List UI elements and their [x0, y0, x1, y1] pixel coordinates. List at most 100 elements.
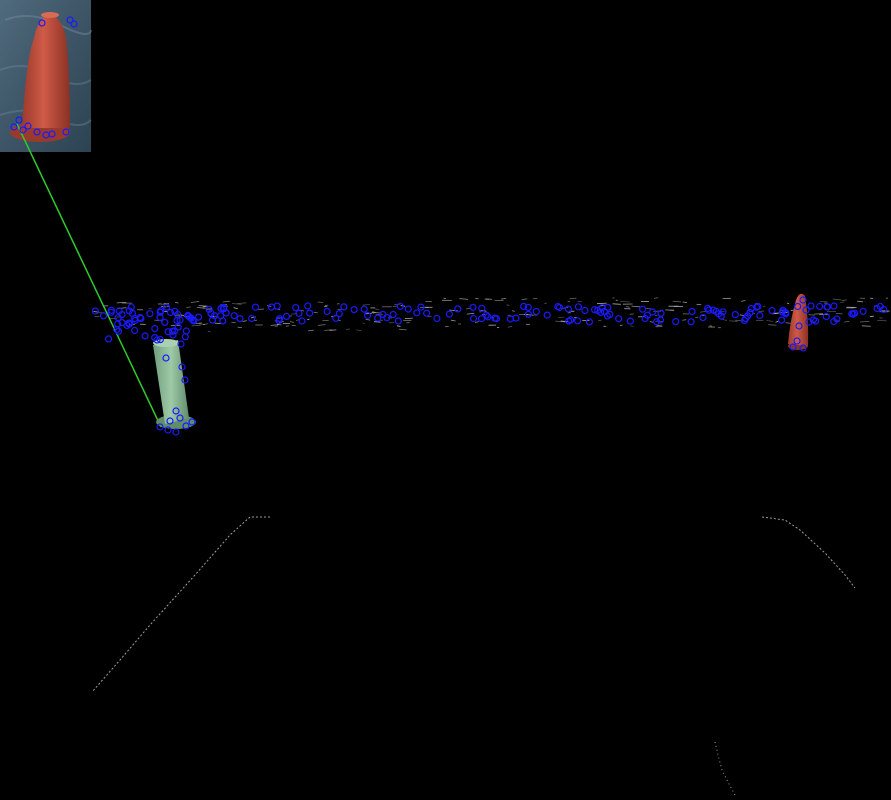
keypoint-marker: [104, 335, 113, 343]
keypoint-marker: [705, 306, 713, 314]
edge-fragment: [375, 313, 383, 316]
edge-fragment: [840, 301, 845, 303]
keypoint-marker: [332, 314, 340, 322]
keypoint-marker: [795, 322, 803, 330]
keypoint-marker: [778, 308, 787, 316]
keypoint-marker: [604, 303, 612, 311]
keypoint-marker: [482, 311, 490, 319]
keypoint-marker: [208, 316, 217, 324]
keypoint-marker: [687, 318, 695, 326]
keypoint-marker: [573, 317, 582, 325]
keypoint-marker: [672, 318, 680, 326]
match-line: [16, 123, 162, 428]
edge-fragment: [277, 323, 282, 326]
edge-fragment: [500, 298, 507, 300]
edge-fragment: [741, 300, 746, 302]
edge-fragment: [289, 321, 294, 323]
keypoint-marker: [574, 303, 583, 311]
keypoint-marker: [151, 325, 159, 333]
keypoint-marker: [433, 314, 441, 323]
edge-fragment: [198, 305, 208, 307]
edge-fragment: [672, 300, 682, 303]
keypoint-marker: [141, 332, 149, 340]
edge-fragment: [861, 325, 871, 327]
keypoint-marker: [469, 303, 477, 311]
keypoint-marker: [585, 318, 594, 326]
keypoint-marker: [638, 305, 647, 313]
keypoint-marker: [811, 317, 820, 325]
edge-fragment: [307, 318, 310, 321]
edge-fragment: [324, 304, 328, 307]
keypoint-marker: [799, 296, 807, 304]
edge-fragment: [203, 323, 208, 325]
edge-fragment: [232, 303, 242, 305]
keypoint-marker: [657, 309, 665, 317]
keypoint-marker: [532, 307, 540, 316]
keypoint-marker: [648, 308, 657, 316]
keypoint-marker: [590, 306, 599, 314]
keypoint-marker: [91, 307, 100, 315]
edge-fragment: [186, 306, 191, 309]
keypoint-marker: [205, 305, 213, 313]
keypoint-marker: [740, 316, 749, 324]
keypoint-marker: [131, 326, 139, 335]
edge-fragment: [365, 319, 371, 321]
keypoint-marker: [267, 303, 275, 311]
edge-fragment: [558, 316, 565, 319]
edge-fragment: [832, 298, 842, 301]
edge-fragment: [612, 303, 621, 305]
edge-fragment: [841, 299, 847, 302]
keypoint-marker: [156, 423, 164, 431]
keypoint-marker: [172, 428, 180, 436]
keypoint-marker: [248, 314, 256, 323]
keypoint-marker: [756, 311, 764, 320]
keypoint-marker: [189, 316, 197, 324]
edge-fragment: [835, 313, 843, 315]
keypoint-marker: [275, 316, 283, 324]
edge-fragment: [859, 321, 870, 323]
keypoint-marker: [156, 336, 164, 344]
edge-fragment: [511, 310, 515, 312]
keypoint-marker: [404, 305, 412, 313]
keypoint-marker: [282, 312, 291, 320]
keypoint-marker: [273, 302, 281, 310]
keypoint-marker: [746, 309, 754, 317]
keypoint-marker: [363, 311, 372, 320]
edge-fragment: [857, 300, 864, 303]
keypoint-marker: [512, 314, 520, 322]
keypoint-marker: [188, 418, 196, 426]
keypoint-marker: [830, 302, 838, 310]
edge-fragment: [620, 300, 630, 303]
keypoint-marker: [182, 422, 190, 430]
keypoint-marker: [777, 316, 786, 324]
edge-fragment: [191, 324, 201, 327]
edge-lines: [91, 516, 856, 796]
edge-fragment: [205, 308, 213, 310]
keypoint-marker: [565, 317, 573, 325]
keypoint-marker: [454, 305, 462, 313]
keypoint-marker: [107, 306, 116, 314]
keypoint-marker: [717, 312, 725, 320]
keypoint-marker: [156, 308, 164, 316]
edge-fragment: [682, 301, 687, 303]
edge-fragment: [785, 322, 791, 324]
keypoint-marker: [822, 312, 830, 321]
keypoint-marker: [688, 307, 696, 316]
keypoint-marker: [802, 306, 810, 314]
keypoint-marker: [298, 317, 306, 325]
edge-fragment: [521, 298, 528, 300]
edge-fragment: [631, 305, 641, 308]
keypoint-marker: [445, 310, 453, 318]
edge-fragment: [116, 302, 127, 304]
keypoint-marker: [236, 315, 244, 323]
edge-fragment: [656, 324, 663, 327]
keypoint-marker: [389, 310, 397, 319]
keypoint-marker: [306, 309, 314, 317]
keypoint-marker: [99, 312, 108, 320]
keypoint-marker: [374, 314, 382, 322]
edge-fragment: [108, 317, 118, 320]
keypoint-marker: [752, 303, 761, 311]
keypoint-marker: [859, 307, 867, 315]
keypoint-marker: [350, 306, 358, 314]
keypoint-marker: [626, 317, 634, 325]
